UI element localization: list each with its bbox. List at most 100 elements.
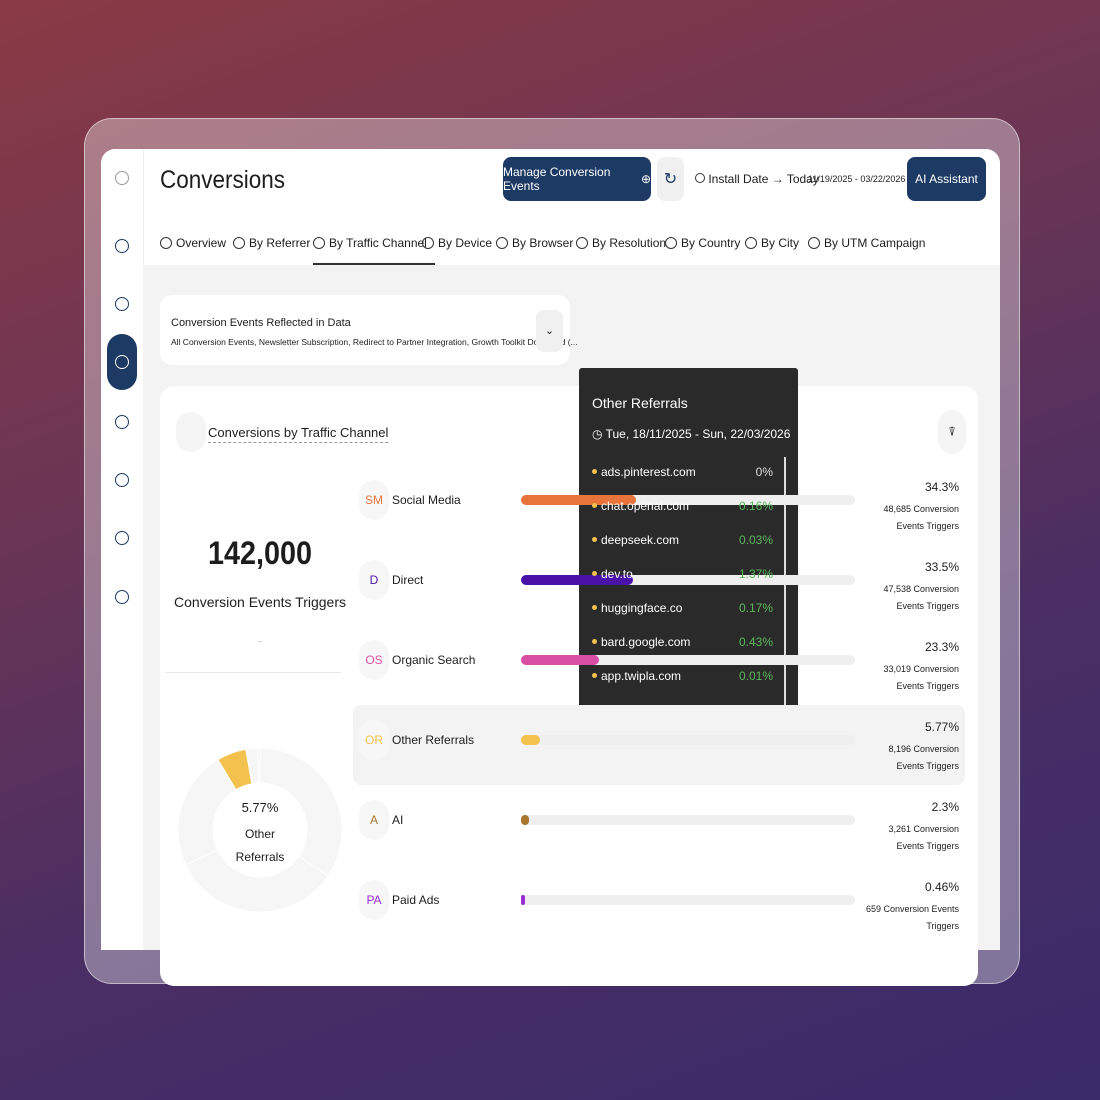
sidebar-icon[interactable]: [115, 297, 129, 311]
total-change: --: [258, 639, 262, 645]
bar-track: [521, 735, 855, 745]
filter-card[interactable]: [160, 295, 570, 365]
channel-name: Social Media: [392, 493, 461, 507]
channel-name: Other Referrals: [392, 733, 475, 747]
tab[interactable]: By UTM Campaign: [808, 235, 925, 251]
tooltip-domain: dev.to: [601, 567, 633, 581]
bar: [521, 655, 599, 665]
channel-count: 33,019 Conversion Events Triggers: [883, 664, 959, 691]
tooltip-share: 0.03%: [738, 533, 773, 547]
page-title: Conversions: [160, 166, 286, 194]
tooltip-share: 1.37%: [738, 567, 773, 581]
tab-label: By Traffic Channel: [329, 236, 427, 250]
bar: [521, 895, 525, 905]
tooltip-domain: app.twipla.com: [601, 669, 682, 683]
donut-center-label: Other Referrals: [235, 827, 285, 864]
tooltip-title: Other Referrals: [592, 395, 688, 411]
row-highlight: [353, 705, 965, 785]
tooltip-domain: ads.pinterest.com: [601, 465, 696, 479]
tooltip-dot: [592, 571, 597, 576]
channel-count: 659 Conversion Events Triggers: [865, 904, 959, 931]
channel-share: 0.46%: [924, 880, 959, 894]
bar: [521, 575, 633, 585]
tab[interactable]: By Country: [665, 235, 740, 251]
bar-track: [521, 815, 855, 825]
total-label: Conversion Events Triggers: [174, 594, 346, 610]
sidebar-icon[interactable]: [115, 531, 129, 545]
donut-chart: [177, 747, 343, 913]
channel-share: 33.5%: [924, 560, 959, 574]
tooltip-date: ◷ Tue, 18/11/2025 - Sun, 22/03/2026: [592, 427, 791, 441]
tooltip-dot: [592, 639, 597, 644]
tab[interactable]: By Referrer: [233, 235, 310, 251]
tooltip-domain: deepseek.com: [601, 533, 680, 547]
sidebar-icon[interactable]: [115, 239, 129, 253]
donut-center-value: 5.77%: [241, 800, 279, 815]
sidebar-icon[interactable]: [115, 473, 129, 487]
tooltip-dot: [592, 469, 597, 474]
tab-label: By Referrer: [249, 236, 311, 250]
tab-label: By UTM Campaign: [824, 236, 926, 250]
channel-name: Paid Ads: [392, 893, 440, 907]
tooltip-date-text: Tue, 18/11/2025 - Sun, 22/03/2026: [605, 427, 791, 441]
tooltip: [579, 368, 798, 728]
channel-badge: SM: [359, 480, 389, 520]
tooltip-share: 0.16%: [738, 499, 773, 513]
tooltip-domain: chat.openai.com: [601, 499, 690, 513]
tab[interactable]: By Traffic Channel: [313, 235, 427, 251]
tab[interactable]: By Device: [422, 235, 492, 251]
card-title: Conversions by Traffic Channel: [208, 425, 389, 443]
button-label: Manage Conversion Events: [503, 165, 611, 193]
channel-count: 48,685 Conversion Events Triggers: [883, 504, 959, 531]
channel-name: Direct: [392, 573, 424, 587]
ai-button[interactable]: AI Assistant: [907, 157, 986, 201]
tooltip-dot: [592, 673, 597, 678]
sidebar-icon[interactable]: [115, 590, 129, 604]
channel-badge: PA: [359, 880, 389, 920]
date-mode[interactable]: Install Date → Today: [695, 172, 819, 186]
tab-underline: [313, 263, 435, 265]
tab[interactable]: Overview: [160, 235, 226, 251]
donut-segment: [259, 747, 343, 877]
channel-share: 2.3%: [931, 800, 959, 814]
channel-share: 34.3%: [924, 480, 959, 494]
bar-track: [521, 655, 855, 665]
channel-badge: D: [359, 560, 389, 600]
sidebar-icon: [115, 355, 129, 369]
filter-value: All Conversion Events, Newsletter Subscr…: [171, 337, 578, 347]
tooltip-share: 0%: [755, 465, 773, 479]
total-value: 142,000: [207, 535, 313, 571]
channel-badge: OS: [359, 640, 389, 680]
tooltip-domain: huggingface.co: [601, 601, 683, 615]
tooltip-domain: bard.google.com: [601, 635, 691, 649]
divider: [165, 672, 341, 673]
date-range[interactable]: 11/19/2025 - 03/22/2026: [808, 174, 906, 184]
manage-button[interactable]: Manage Conversion Events ⊕: [503, 157, 651, 201]
tab[interactable]: By Resolution: [576, 235, 666, 251]
bar-track: [521, 575, 855, 585]
sidebar-icon[interactable]: [115, 415, 129, 429]
bar: [521, 735, 541, 745]
channel-name: Organic Search: [392, 653, 476, 667]
tooltip-dot: [592, 537, 597, 542]
tab-label: By Country: [681, 236, 741, 250]
bar: [521, 495, 636, 505]
button-label: AI Assistant: [915, 172, 978, 186]
date-mode-label: Install Date → Today: [708, 172, 819, 186]
tab-label: By Device: [438, 236, 493, 250]
filter-dropdown[interactable]: ⌄: [536, 310, 563, 352]
filter-icon-button[interactable]: ⍒: [938, 410, 966, 454]
channel-badge: OR: [359, 720, 389, 760]
filter-title: Conversion Events Reflected in Data: [171, 317, 351, 329]
refresh-button[interactable]: ↻: [657, 157, 684, 201]
channel-badge: A: [359, 800, 389, 840]
bar-track: [521, 895, 855, 905]
tab[interactable]: By City: [745, 235, 799, 251]
tab-label: By Resolution: [592, 236, 667, 250]
tab[interactable]: By Browser: [496, 235, 573, 251]
card-icon: [176, 412, 206, 452]
tooltip-share: 0.43%: [738, 635, 773, 649]
tooltip-share: 0.01%: [738, 669, 773, 683]
sidebar-collapse[interactable]: [115, 171, 129, 185]
